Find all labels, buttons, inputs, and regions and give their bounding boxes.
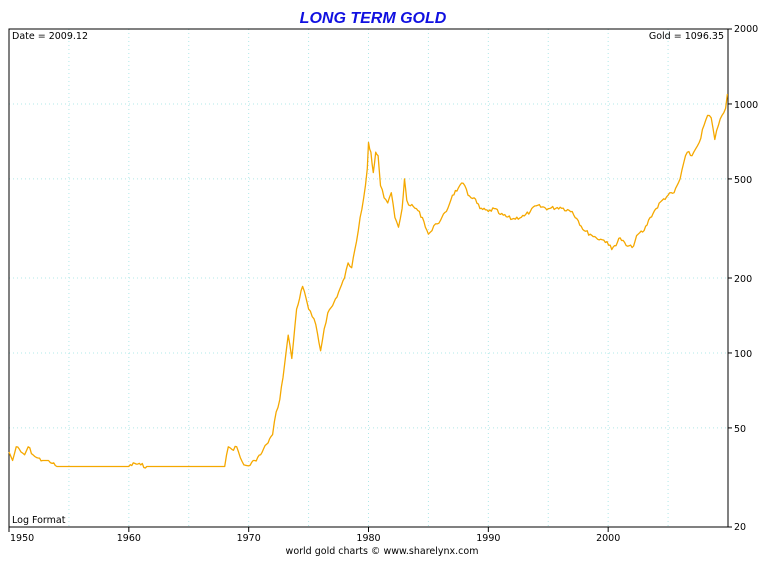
y-tick-label: 200	[734, 274, 752, 285]
series-layer	[8, 93, 729, 469]
y-tick-label: 100	[734, 349, 752, 360]
gold-readout: Gold = 1096.35	[649, 31, 724, 42]
date-readout: Date = 2009.12	[12, 31, 88, 42]
x-tick-label: 2000	[596, 533, 620, 544]
x-axis-ticks: 1950 1960 1970 1980 1990 2000	[8, 527, 620, 544]
y-tick-label: 2000	[734, 24, 758, 35]
grid-lines	[9, 29, 728, 527]
x-tick-label: 1950	[10, 533, 34, 544]
gold-price-line	[8, 93, 729, 469]
source-footer: world gold charts © www.sharelynx.com	[286, 546, 479, 557]
y-axis-ticks: 20 50 100 200 500 1000 2000	[728, 24, 758, 533]
y-tick-label: 500	[734, 175, 752, 186]
y-tick-label: 50	[734, 424, 746, 435]
y-tick-label: 20	[734, 522, 746, 533]
log-format-label: Log Format	[12, 515, 66, 526]
x-tick-label: 1970	[237, 533, 261, 544]
x-tick-label: 1980	[356, 533, 380, 544]
chart-title: LONG TERM GOLD	[300, 10, 447, 27]
x-tick-label: 1990	[476, 533, 500, 544]
x-tick-label: 1960	[117, 533, 141, 544]
y-tick-label: 1000	[734, 100, 758, 111]
